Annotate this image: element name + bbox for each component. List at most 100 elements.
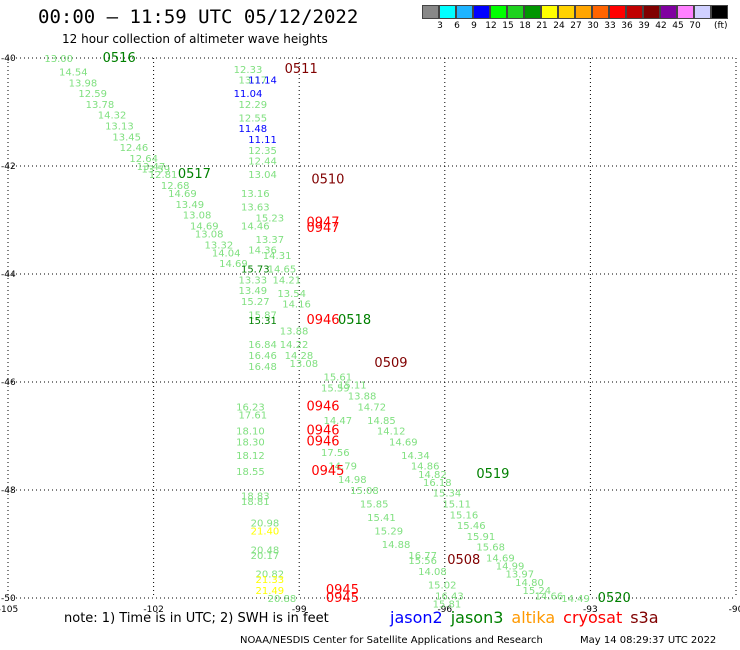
wave-height-label: 13.13 [105, 122, 134, 133]
wave-height-label: 13.88 [280, 327, 309, 338]
wave-height-label: 15.61 [323, 373, 352, 384]
wave-height-label: 15.81 [433, 599, 462, 610]
track-time-label: 0947 [306, 216, 339, 231]
wave-height-label: 15.34 [433, 489, 462, 500]
color-scale-label: 6 [454, 21, 460, 31]
track-time-label: 0519 [476, 467, 509, 482]
color-scale-labels: 3 6 9 12 15 18 21 24 27 30 33 36 39 42 45 70 [422, 21, 728, 33]
wave-height-label: 17.61 [239, 410, 268, 421]
wave-height-label: 13.33 [239, 275, 268, 286]
x-tick-label: -105 [0, 605, 18, 615]
credit-text: NOAA/NESDIS Center for Satellite Applica… [240, 635, 543, 646]
wave-height-label: 15.24 [522, 586, 551, 597]
legend-s3a: s3a [630, 608, 659, 627]
color-swatch [456, 5, 473, 19]
wave-height-label: 20.48 [251, 545, 280, 556]
wave-height-label: 12.81 [149, 170, 178, 181]
wave-height-label: 14.69 [486, 554, 515, 565]
color-swatch [660, 5, 677, 19]
wave-height-label: 13.59 [141, 165, 170, 176]
y-tick-label: -42 [1, 162, 16, 172]
wave-height-label: 16.77 [408, 551, 437, 562]
wave-height-label: 12.33 [234, 65, 263, 76]
color-scale-label: 24 [553, 21, 565, 31]
wave-height-label: 15.16 [450, 510, 479, 521]
wave-height-label: 14.49 [561, 594, 590, 605]
color-swatch [711, 5, 728, 19]
x-tick-label: -102 [143, 605, 163, 615]
wave-height-label: 14.04 [212, 248, 241, 259]
wave-height-label: 14.80 [515, 578, 544, 589]
wave-height-label: 13.17 [239, 76, 268, 87]
wave-height-label: 13.16 [241, 189, 270, 200]
wave-height-label: 11.48 [239, 124, 268, 135]
wave-height-label: 18.12 [236, 451, 265, 462]
y-tick-label: -48 [1, 486, 16, 496]
wave-height-label: 15.91 [467, 532, 496, 543]
color-swatch [643, 5, 660, 19]
color-swatch [575, 5, 592, 19]
wave-height-label: 16.48 [248, 362, 277, 373]
wave-height-label: 15.11 [442, 500, 471, 511]
color-swatch [609, 5, 626, 19]
color-scale-label: 36 [621, 21, 633, 31]
wave-height-label: 13.32 [205, 240, 234, 251]
wave-height-label: 16.46 [248, 351, 277, 362]
wave-height-label: 18.30 [236, 437, 265, 448]
wave-height-label: 15.23 [256, 213, 285, 224]
wave-height-label: 18.10 [236, 427, 265, 438]
satellite-legend: jason2 jason3 altika cryosat s3a [390, 608, 667, 627]
wave-height-label: 14.85 [367, 416, 396, 427]
x-tick-label: -96 [437, 605, 452, 615]
color-swatch [592, 5, 609, 19]
wave-height-label: 18.81 [241, 497, 270, 508]
wave-height-label: 14.36 [248, 246, 277, 257]
wave-height-label: 12.29 [239, 100, 268, 111]
wave-height-label: 11.14 [248, 76, 277, 87]
wave-height-label: 18.83 [241, 491, 270, 502]
wave-height-label: 13.45 [112, 132, 141, 143]
color-scale-label: 12 [485, 21, 497, 31]
track-time-label: 0510 [311, 173, 344, 188]
wave-height-label: 15.31 [248, 316, 277, 327]
legend-jason2: jason2 [390, 608, 443, 627]
wave-height-label: 12.46 [120, 143, 149, 154]
color-swatch [677, 5, 694, 19]
track-time-label: 0946 [306, 434, 339, 449]
color-swatch [490, 5, 507, 19]
wave-height-label: 16.18 [423, 478, 452, 489]
track-time-label: 0945 [326, 591, 359, 606]
wave-height-label: 13.37 [256, 235, 285, 246]
color-swatch [439, 5, 456, 19]
wave-height-label: 16.43 [435, 591, 464, 602]
chart-title: 00:00 – 11:59 UTC 05/12/2022 [38, 6, 359, 28]
wave-height-label: 14.79 [328, 462, 357, 473]
y-tick-label: -46 [1, 378, 16, 388]
wave-height-label: 21.49 [256, 586, 285, 597]
wave-height-label: 17.56 [321, 448, 350, 459]
wave-height-label: 18.55 [236, 467, 265, 478]
track-time-label: 0508 [447, 553, 480, 568]
chart-note: note: 1) Time is in UTC; 2) SWH is in fe… [64, 611, 329, 626]
wave-height-label: 15.85 [360, 500, 389, 511]
wave-height-label: 14.16 [282, 300, 311, 311]
wave-height-label: 13.88 [348, 392, 377, 403]
track-time-label: 0946 [306, 313, 339, 328]
color-scale-label: 3 [437, 21, 443, 31]
x-tick-label: -90 [729, 605, 740, 615]
track-time-label: 0517 [178, 167, 211, 182]
color-swatch [473, 5, 490, 19]
wave-height-label: 15.29 [374, 527, 403, 538]
wave-height-label: 14.69 [168, 189, 197, 200]
color-swatch [524, 5, 541, 19]
color-scale-label: 15 [502, 21, 514, 31]
wave-height-label: 15.46 [457, 521, 486, 532]
wave-height-label: 13.98 [69, 78, 98, 89]
wave-height-label: 14.12 [377, 427, 406, 438]
wave-height-label: 14.69 [190, 221, 219, 232]
wave-height-label: 14.98 [338, 475, 367, 486]
track-time-label: 0945 [311, 464, 344, 479]
track-time-label: 0520 [598, 591, 631, 606]
wave-height-label: 11.04 [234, 89, 263, 100]
